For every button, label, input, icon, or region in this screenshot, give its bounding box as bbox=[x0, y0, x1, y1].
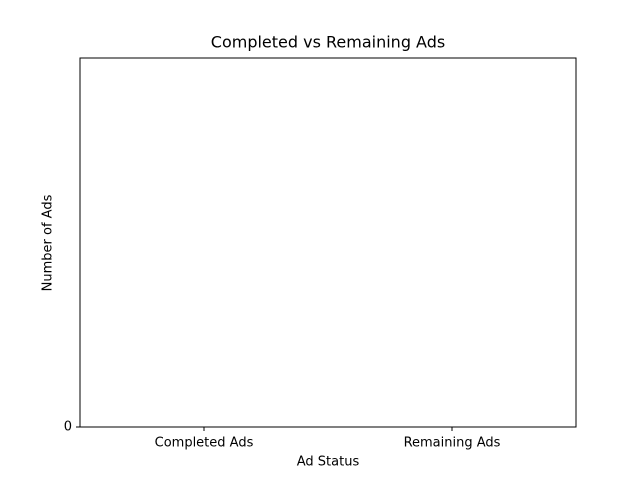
x-axis-label: Ad Status bbox=[297, 455, 360, 470]
y-axis-label: Number of Ads bbox=[41, 194, 56, 291]
x-tick-label: Completed Ads bbox=[155, 436, 254, 451]
x-tick-label: Remaining Ads bbox=[404, 436, 501, 451]
chart-title: Completed vs Remaining Ads bbox=[211, 33, 445, 52]
y-tick-label: 0 bbox=[64, 420, 72, 435]
plot-frame bbox=[79, 57, 577, 428]
